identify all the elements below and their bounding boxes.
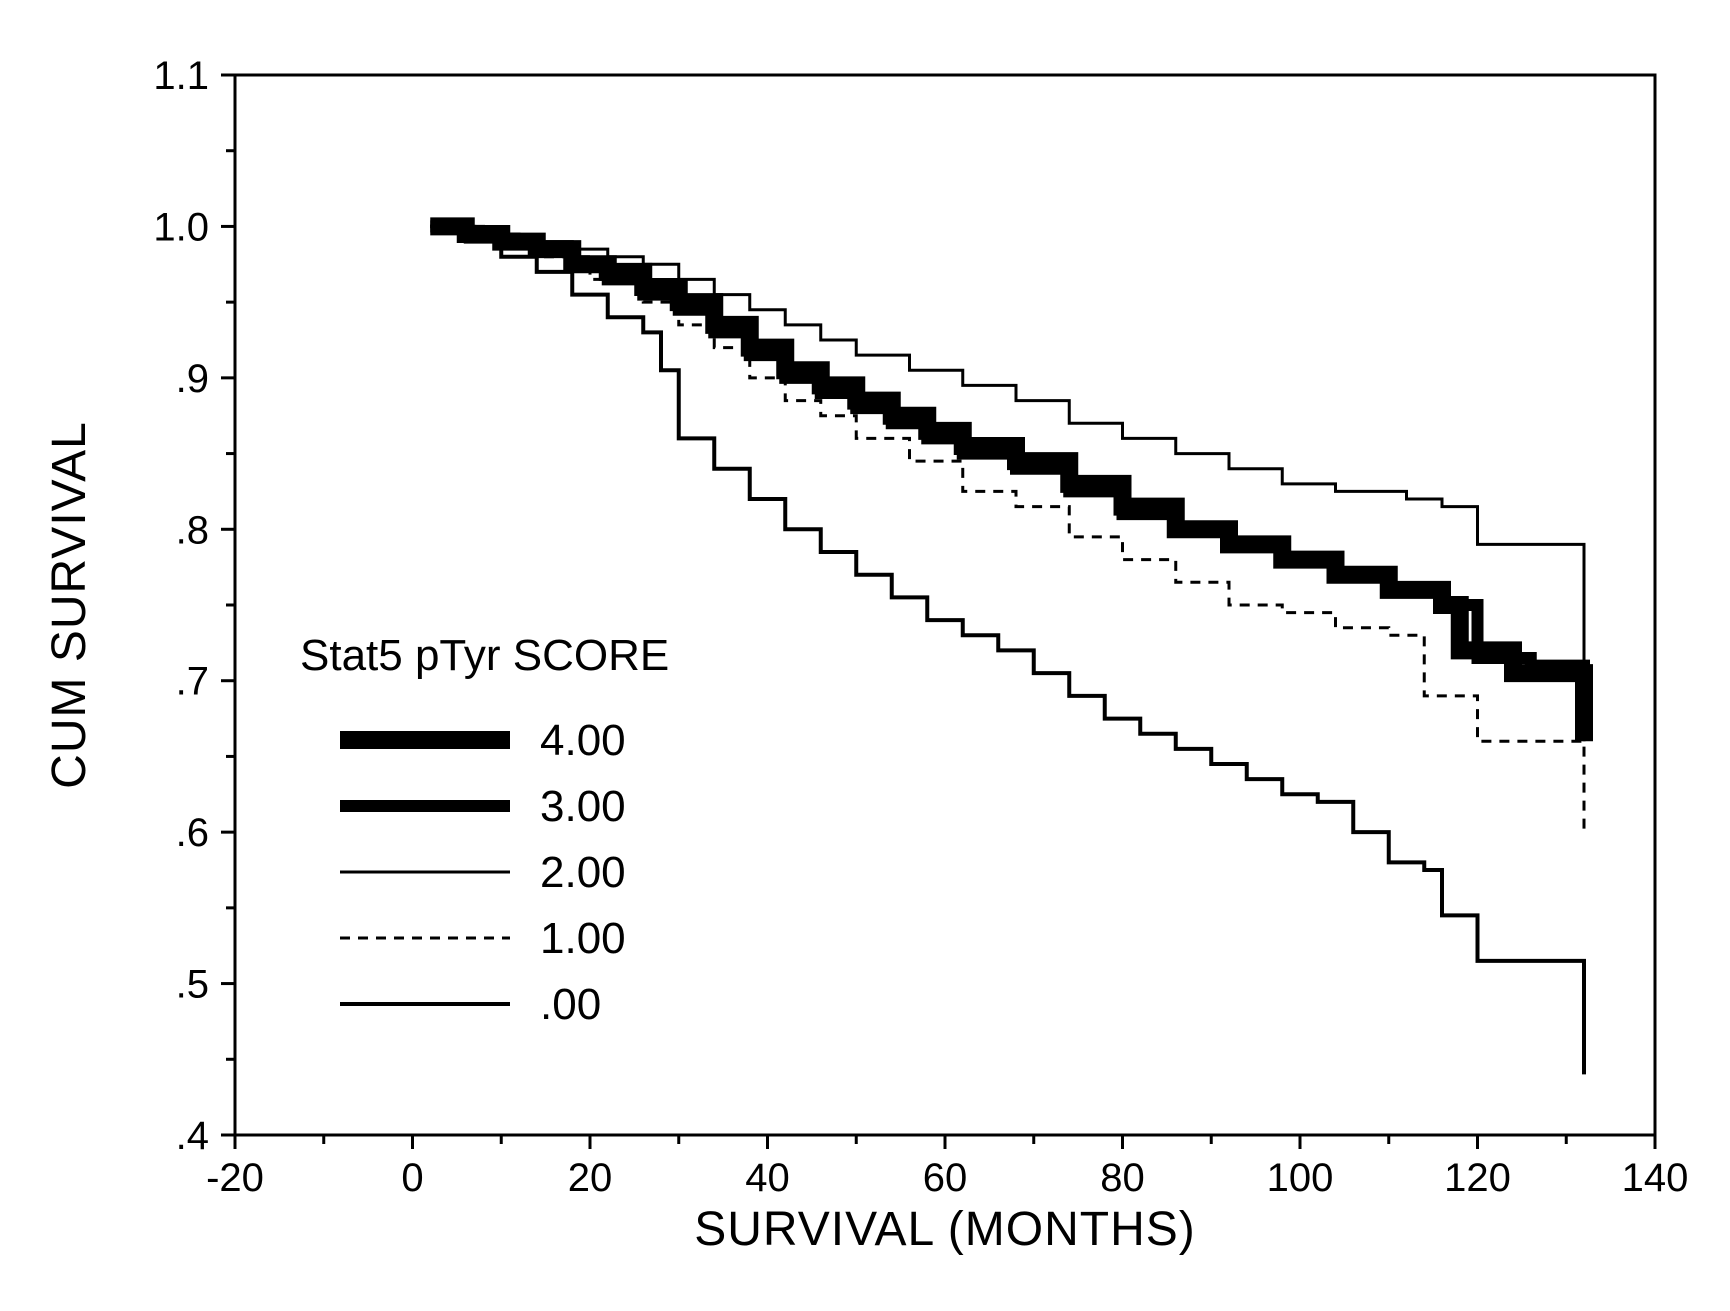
x-tick-label: -20 — [206, 1156, 264, 1200]
y-tick-label: .5 — [176, 963, 209, 1007]
y-axis-title: CUM SURVIVAL — [43, 421, 96, 789]
y-tick-label: 1.0 — [153, 205, 209, 249]
y-tick-label: .8 — [176, 508, 209, 552]
y-tick-label: 1.1 — [153, 54, 209, 98]
y-tick-label: .7 — [176, 660, 209, 704]
legend-label-s2: 2.00 — [540, 848, 626, 897]
legend-label-s4: 4.00 — [540, 716, 626, 765]
survival-chart: -20 0 20 40 60 80 100 120 140 .4 .5 .6 .7 .8 .9 1.0 1.1 S… — [0, 0, 1730, 1311]
x-tick-label: 20 — [568, 1156, 613, 1200]
x-tick-label: 100 — [1267, 1156, 1334, 1200]
y-tick-label: .4 — [176, 1114, 209, 1158]
x-tick-label: 60 — [923, 1156, 968, 1200]
x-tick-label: 140 — [1622, 1156, 1689, 1200]
x-tick-label: 80 — [1100, 1156, 1145, 1200]
legend-label-s3: 3.00 — [540, 782, 626, 831]
chart-svg: -20 0 20 40 60 80 100 120 140 .4 .5 .6 .7 .8 .9 1.0 1.1 S… — [0, 0, 1730, 1311]
legend-title: Stat5 pTyr SCORE — [300, 631, 669, 680]
legend-label-s1: 1.00 — [540, 914, 626, 963]
x-tick-label: 40 — [745, 1156, 790, 1200]
y-tick-label: .9 — [176, 357, 209, 401]
y-tick-label: .6 — [176, 811, 209, 855]
legend-label-s0: .00 — [540, 980, 601, 1029]
x-tick-label: 0 — [401, 1156, 423, 1200]
x-tick-label: 120 — [1444, 1156, 1511, 1200]
x-axis-title: SURVIVAL (MONTHS) — [694, 1203, 1196, 1256]
